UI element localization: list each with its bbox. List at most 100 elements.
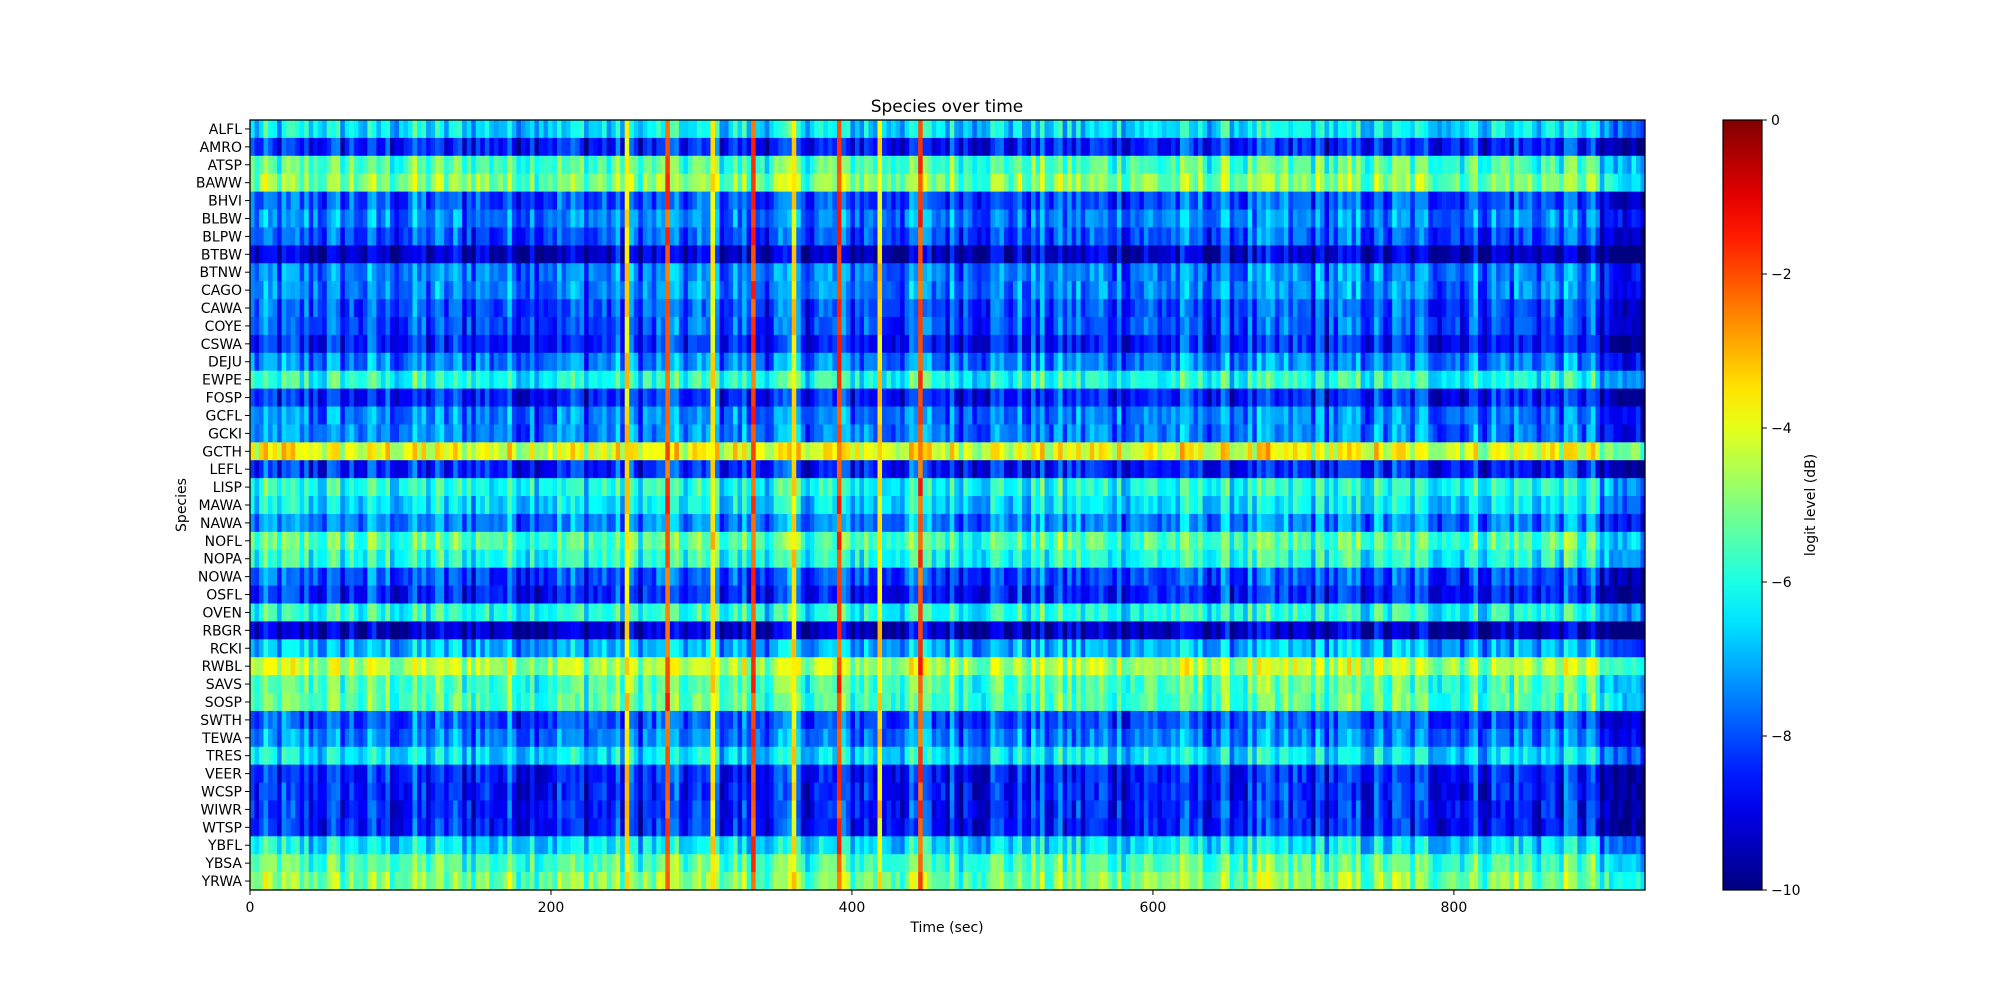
heatmap-cell: [873, 173, 878, 193]
heatmap-cell: [1360, 388, 1366, 407]
heatmap-cell: [331, 388, 337, 407]
heatmap-cell: [1622, 155, 1628, 175]
heatmap-cell: [1220, 370, 1226, 390]
heatmap-cell: [859, 316, 865, 336]
heatmap-cell: [1134, 209, 1140, 228]
heatmap-cell: [1044, 191, 1050, 210]
heatmap-cell: [1608, 191, 1614, 210]
heatmap-cell: [760, 334, 766, 354]
heatmap-cell: [1514, 316, 1519, 336]
heatmap-cell: [773, 191, 779, 210]
heatmap-cell: [1532, 227, 1538, 246]
heatmap-cell: [538, 120, 544, 139]
heatmap-cell: [638, 245, 644, 264]
heatmap-cell: [891, 209, 896, 228]
heatmap-cell: [272, 370, 278, 390]
heatmap-cell: [927, 299, 933, 318]
heatmap-cell: [394, 263, 400, 282]
heatmap-cell: [841, 120, 847, 139]
heatmap-cell: [611, 227, 617, 246]
heatmap-cell: [1392, 334, 1398, 354]
heatmap-cell: [832, 137, 838, 157]
heatmap-cell: [954, 209, 960, 228]
heatmap-cell: [1003, 227, 1009, 246]
heatmap-cell: [304, 191, 310, 210]
heatmap-cell: [507, 245, 513, 264]
heatmap-cell: [1071, 155, 1077, 175]
heatmap-cell: [439, 137, 445, 157]
heatmap-cell: [1532, 137, 1538, 157]
heatmap-cell: [1554, 334, 1560, 354]
heatmap-cell: [683, 316, 689, 336]
heatmap-cell: [1414, 209, 1420, 228]
heatmap-cell: [475, 316, 481, 336]
heatmap-cell: [389, 137, 395, 157]
heatmap-cell: [665, 352, 671, 372]
heatmap-cell: [877, 299, 883, 318]
heatmap-cell: [1428, 209, 1434, 228]
heatmap-cell: [1062, 245, 1068, 264]
heatmap-cell: [1234, 120, 1240, 139]
heatmap-cell: [1053, 245, 1059, 264]
heatmap-cell: [421, 137, 427, 157]
heatmap-cell: [1387, 155, 1393, 175]
heatmap-cell: [1107, 388, 1113, 407]
heatmap-cell: [335, 209, 341, 228]
heatmap-cell: [1401, 209, 1407, 228]
heatmap-cell: [516, 370, 522, 390]
heatmap-cell: [1324, 370, 1330, 390]
heatmap-cell: [322, 245, 328, 264]
heatmap-cell: [615, 245, 621, 264]
heatmap-cell: [1202, 120, 1208, 139]
heatmap-cell: [1500, 334, 1506, 354]
heatmap-cell: [1279, 120, 1285, 139]
heatmap-cell: [547, 352, 553, 372]
heatmap-cell: [1089, 173, 1095, 193]
heatmap-cell: [642, 120, 648, 139]
heatmap-cell: [286, 209, 292, 228]
heatmap-cell: [931, 137, 937, 157]
heatmap-cell: [922, 137, 928, 157]
heatmap-cell: [773, 316, 779, 336]
heatmap-cell: [818, 227, 824, 246]
heatmap-cell: [1017, 137, 1023, 157]
heatmap-cell: [1464, 263, 1470, 282]
heatmap-cell: [728, 388, 734, 407]
heatmap-cell: [1414, 173, 1420, 193]
heatmap-cell: [1374, 227, 1380, 246]
heatmap-cell: [1157, 316, 1163, 336]
heatmap-cell: [787, 334, 793, 354]
heatmap-cell: [516, 352, 522, 372]
heatmap-cell: [1175, 209, 1181, 228]
heatmap-cell: [1207, 245, 1212, 264]
heatmap-cell: [1170, 155, 1176, 175]
heatmap-cell: [371, 281, 377, 300]
heatmap-cell: [882, 263, 887, 282]
heatmap-cell: [1491, 155, 1497, 175]
heatmap-cell: [1486, 209, 1492, 228]
heatmap-cell: [913, 263, 919, 282]
heatmap-cell: [751, 388, 757, 407]
heatmap-cell: [1053, 299, 1059, 318]
heatmap-cell: [277, 209, 282, 228]
heatmap-cell: [1590, 334, 1596, 354]
heatmap-cell: [1103, 209, 1109, 228]
heatmap-cell: [850, 263, 856, 282]
heatmap-cell: [1604, 137, 1610, 157]
heatmap-cell: [1324, 316, 1330, 336]
heatmap-cell: [295, 137, 301, 157]
heatmap-cell: [1085, 227, 1091, 246]
heatmap-cell: [1085, 155, 1091, 175]
heatmap-cell: [575, 263, 580, 282]
heatmap-cell: [936, 334, 942, 354]
heatmap-cell: [1044, 352, 1050, 372]
heatmap-cell: [1613, 263, 1619, 282]
heatmap-cell: [1581, 370, 1587, 390]
heatmap-cell: [737, 263, 743, 282]
heatmap-cell: [290, 334, 296, 354]
heatmap-cell: [317, 406, 323, 425]
heatmap-cell: [584, 263, 589, 282]
heatmap-cell: [877, 281, 883, 300]
heatmap-cell: [918, 120, 924, 139]
heatmap-cell: [638, 281, 644, 300]
